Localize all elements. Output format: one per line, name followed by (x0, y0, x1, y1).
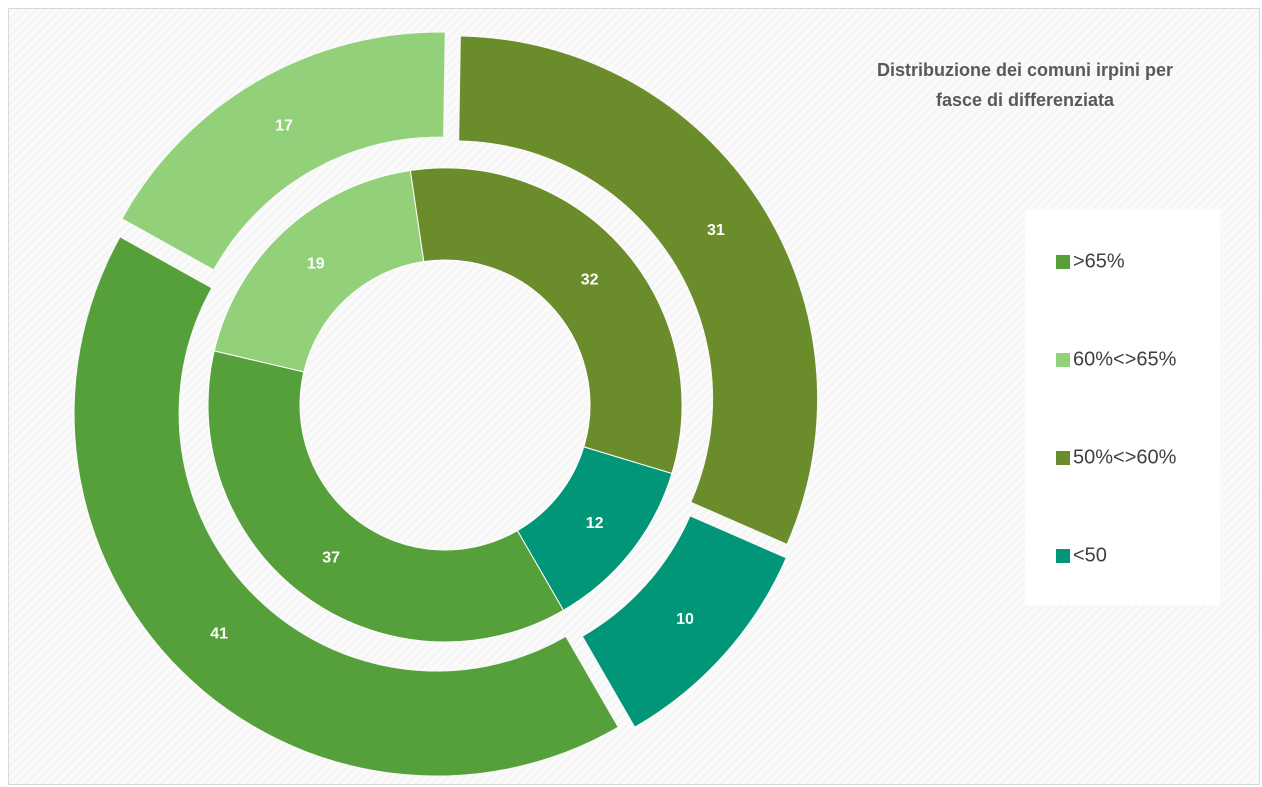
doughnut-slice (516, 446, 673, 611)
doughnut-slice (122, 32, 445, 270)
data-label: 37 (322, 550, 340, 567)
data-label: 41 (210, 626, 228, 643)
doughnut-slice (582, 516, 786, 727)
legend-swatch (1056, 549, 1070, 563)
legend-label: 50%<>60% (1073, 446, 1177, 468)
data-label: 31 (707, 222, 725, 239)
doughnut-slice (409, 167, 683, 475)
doughnut-slice (74, 237, 618, 776)
legend-swatch (1056, 451, 1070, 465)
legend-label: <50 (1073, 544, 1107, 566)
data-label: 32 (581, 271, 599, 288)
chart-title: Distribuzione dei comuni irpini per fasc… (876, 60, 1174, 110)
legend-swatch (1056, 255, 1070, 269)
data-label: 12 (586, 515, 604, 532)
doughnut-slice (213, 169, 425, 373)
legend-box (1025, 210, 1220, 605)
legend-label: 60%<>65% (1073, 348, 1177, 370)
legend-swatch (1056, 353, 1070, 367)
legend-label: >65% (1073, 250, 1125, 272)
data-label: 17 (275, 117, 293, 134)
doughnut-slice (207, 350, 565, 643)
data-label: 10 (676, 611, 694, 628)
doughnut-slice (459, 36, 818, 544)
data-label: 19 (307, 256, 325, 273)
